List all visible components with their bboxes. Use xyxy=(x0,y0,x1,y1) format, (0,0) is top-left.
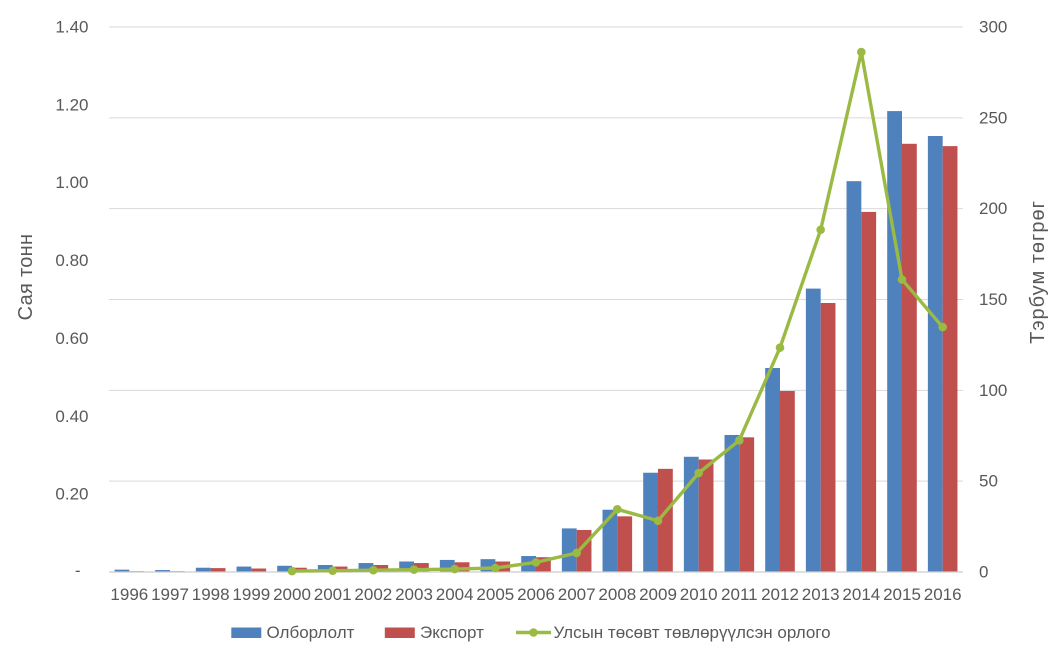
svg-text:Экспорт: Экспорт xyxy=(420,623,484,642)
svg-text:2005: 2005 xyxy=(476,585,514,604)
svg-text:1999: 1999 xyxy=(232,585,270,604)
svg-text:150: 150 xyxy=(979,290,1007,309)
svg-text:Улсын төсөвт төвлөрүүлсэн орло: Улсын төсөвт төвлөрүүлсэн орлого xyxy=(554,623,831,642)
svg-text:1997: 1997 xyxy=(151,585,189,604)
svg-text:2016: 2016 xyxy=(924,585,962,604)
svg-text:300: 300 xyxy=(979,18,1007,37)
svg-text:2007: 2007 xyxy=(558,585,596,604)
svg-text:2011: 2011 xyxy=(721,585,758,604)
svg-text:1998: 1998 xyxy=(192,585,230,604)
svg-text:2013: 2013 xyxy=(802,585,840,604)
svg-text:2006: 2006 xyxy=(517,585,555,604)
svg-text:200: 200 xyxy=(979,199,1007,218)
svg-text:2001: 2001 xyxy=(314,585,352,604)
svg-text:2009: 2009 xyxy=(639,585,677,604)
svg-text:250: 250 xyxy=(979,108,1007,127)
svg-text:2012: 2012 xyxy=(761,585,799,604)
svg-text:Тэрбум төгрөг: Тэрбум төгрөг xyxy=(1027,200,1049,344)
svg-text:1.40: 1.40 xyxy=(55,18,88,37)
svg-text:2004: 2004 xyxy=(436,585,474,604)
svg-text:Олборлолт: Олборлолт xyxy=(267,623,355,642)
svg-text:0.60: 0.60 xyxy=(55,329,88,348)
svg-text:2002: 2002 xyxy=(354,585,392,604)
svg-text:0.40: 0.40 xyxy=(55,407,88,426)
svg-text:50: 50 xyxy=(979,472,998,491)
svg-text:1.00: 1.00 xyxy=(55,173,88,192)
svg-text:0.80: 0.80 xyxy=(55,251,88,270)
svg-text:Сая тонн: Сая тонн xyxy=(15,234,37,321)
svg-text:2003: 2003 xyxy=(395,585,433,604)
svg-text:2008: 2008 xyxy=(598,585,636,604)
svg-text:-: - xyxy=(75,561,81,580)
svg-text:1.20: 1.20 xyxy=(55,95,88,114)
svg-text:2010: 2010 xyxy=(680,585,718,604)
svg-text:0: 0 xyxy=(979,563,988,582)
svg-text:2015: 2015 xyxy=(883,585,921,604)
svg-text:0.20: 0.20 xyxy=(55,485,88,504)
svg-text:2014: 2014 xyxy=(842,585,880,604)
svg-text:100: 100 xyxy=(979,381,1007,400)
svg-text:1996: 1996 xyxy=(110,585,148,604)
svg-text:2000: 2000 xyxy=(273,585,311,604)
